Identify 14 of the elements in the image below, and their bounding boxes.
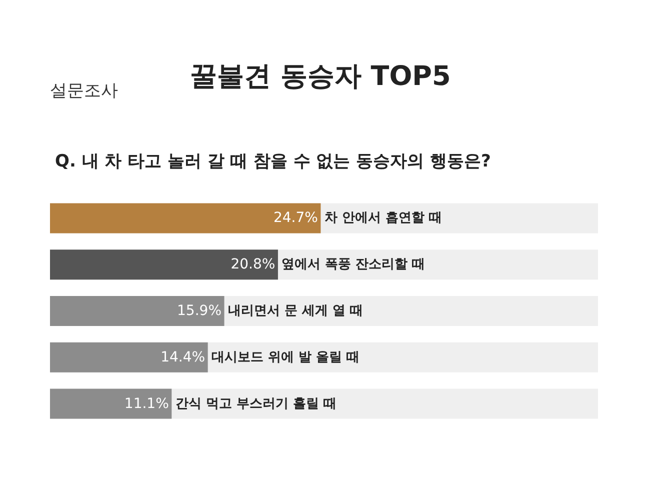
data-label: 24.7% bbox=[273, 210, 318, 226]
y-tick-label: 대시보드 위에 발 올릴 때 bbox=[211, 350, 360, 365]
y-tick-label: 간식 먹고 부스러기 흘릴 때 bbox=[175, 396, 336, 412]
data-label: 11.1% bbox=[124, 396, 169, 412]
data-label: 14.4% bbox=[160, 349, 206, 366]
data-label: 20.8% bbox=[230, 256, 276, 273]
y-tick-label: 옆에서 폭풍 잔소리할 때 bbox=[282, 257, 426, 272]
y-tick-label: 내리면서 문 세게 열 때 bbox=[228, 304, 364, 318]
data-label: 15.9% bbox=[177, 303, 222, 319]
bar bbox=[50, 388, 172, 419]
text: 설문조사 bbox=[50, 81, 118, 100]
chart-title: 꿀불견 동승자 TOP5 bbox=[190, 61, 451, 92]
y-tick-label: 차 안에서 흡연할 때 bbox=[324, 210, 442, 226]
chart-subtitle: Q. 내 차 타고 놀러 갈 때 참을 수 없는 동승자의 행동은? bbox=[55, 152, 491, 172]
